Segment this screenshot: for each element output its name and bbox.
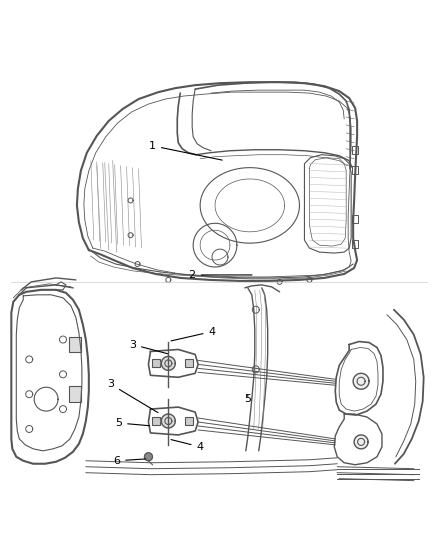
Bar — [185, 359, 193, 367]
Bar — [69, 386, 81, 402]
Bar — [185, 417, 193, 425]
Polygon shape — [161, 357, 175, 370]
Polygon shape — [353, 373, 369, 389]
Text: 3: 3 — [129, 340, 168, 354]
Text: 2: 2 — [189, 270, 252, 280]
Bar — [152, 417, 160, 425]
Text: 5: 5 — [115, 418, 150, 428]
Bar — [69, 336, 81, 352]
Polygon shape — [145, 453, 152, 461]
Text: 4: 4 — [171, 440, 204, 452]
Polygon shape — [354, 435, 368, 449]
Bar — [352, 240, 358, 248]
Bar — [352, 166, 358, 174]
Text: 5: 5 — [244, 394, 251, 404]
Polygon shape — [161, 414, 175, 428]
Text: 6: 6 — [113, 456, 146, 466]
Text: 4: 4 — [171, 327, 215, 341]
Bar — [152, 359, 160, 367]
Text: 3: 3 — [107, 379, 158, 413]
Text: 1: 1 — [149, 141, 222, 160]
Bar — [352, 215, 358, 223]
Bar — [352, 146, 358, 154]
